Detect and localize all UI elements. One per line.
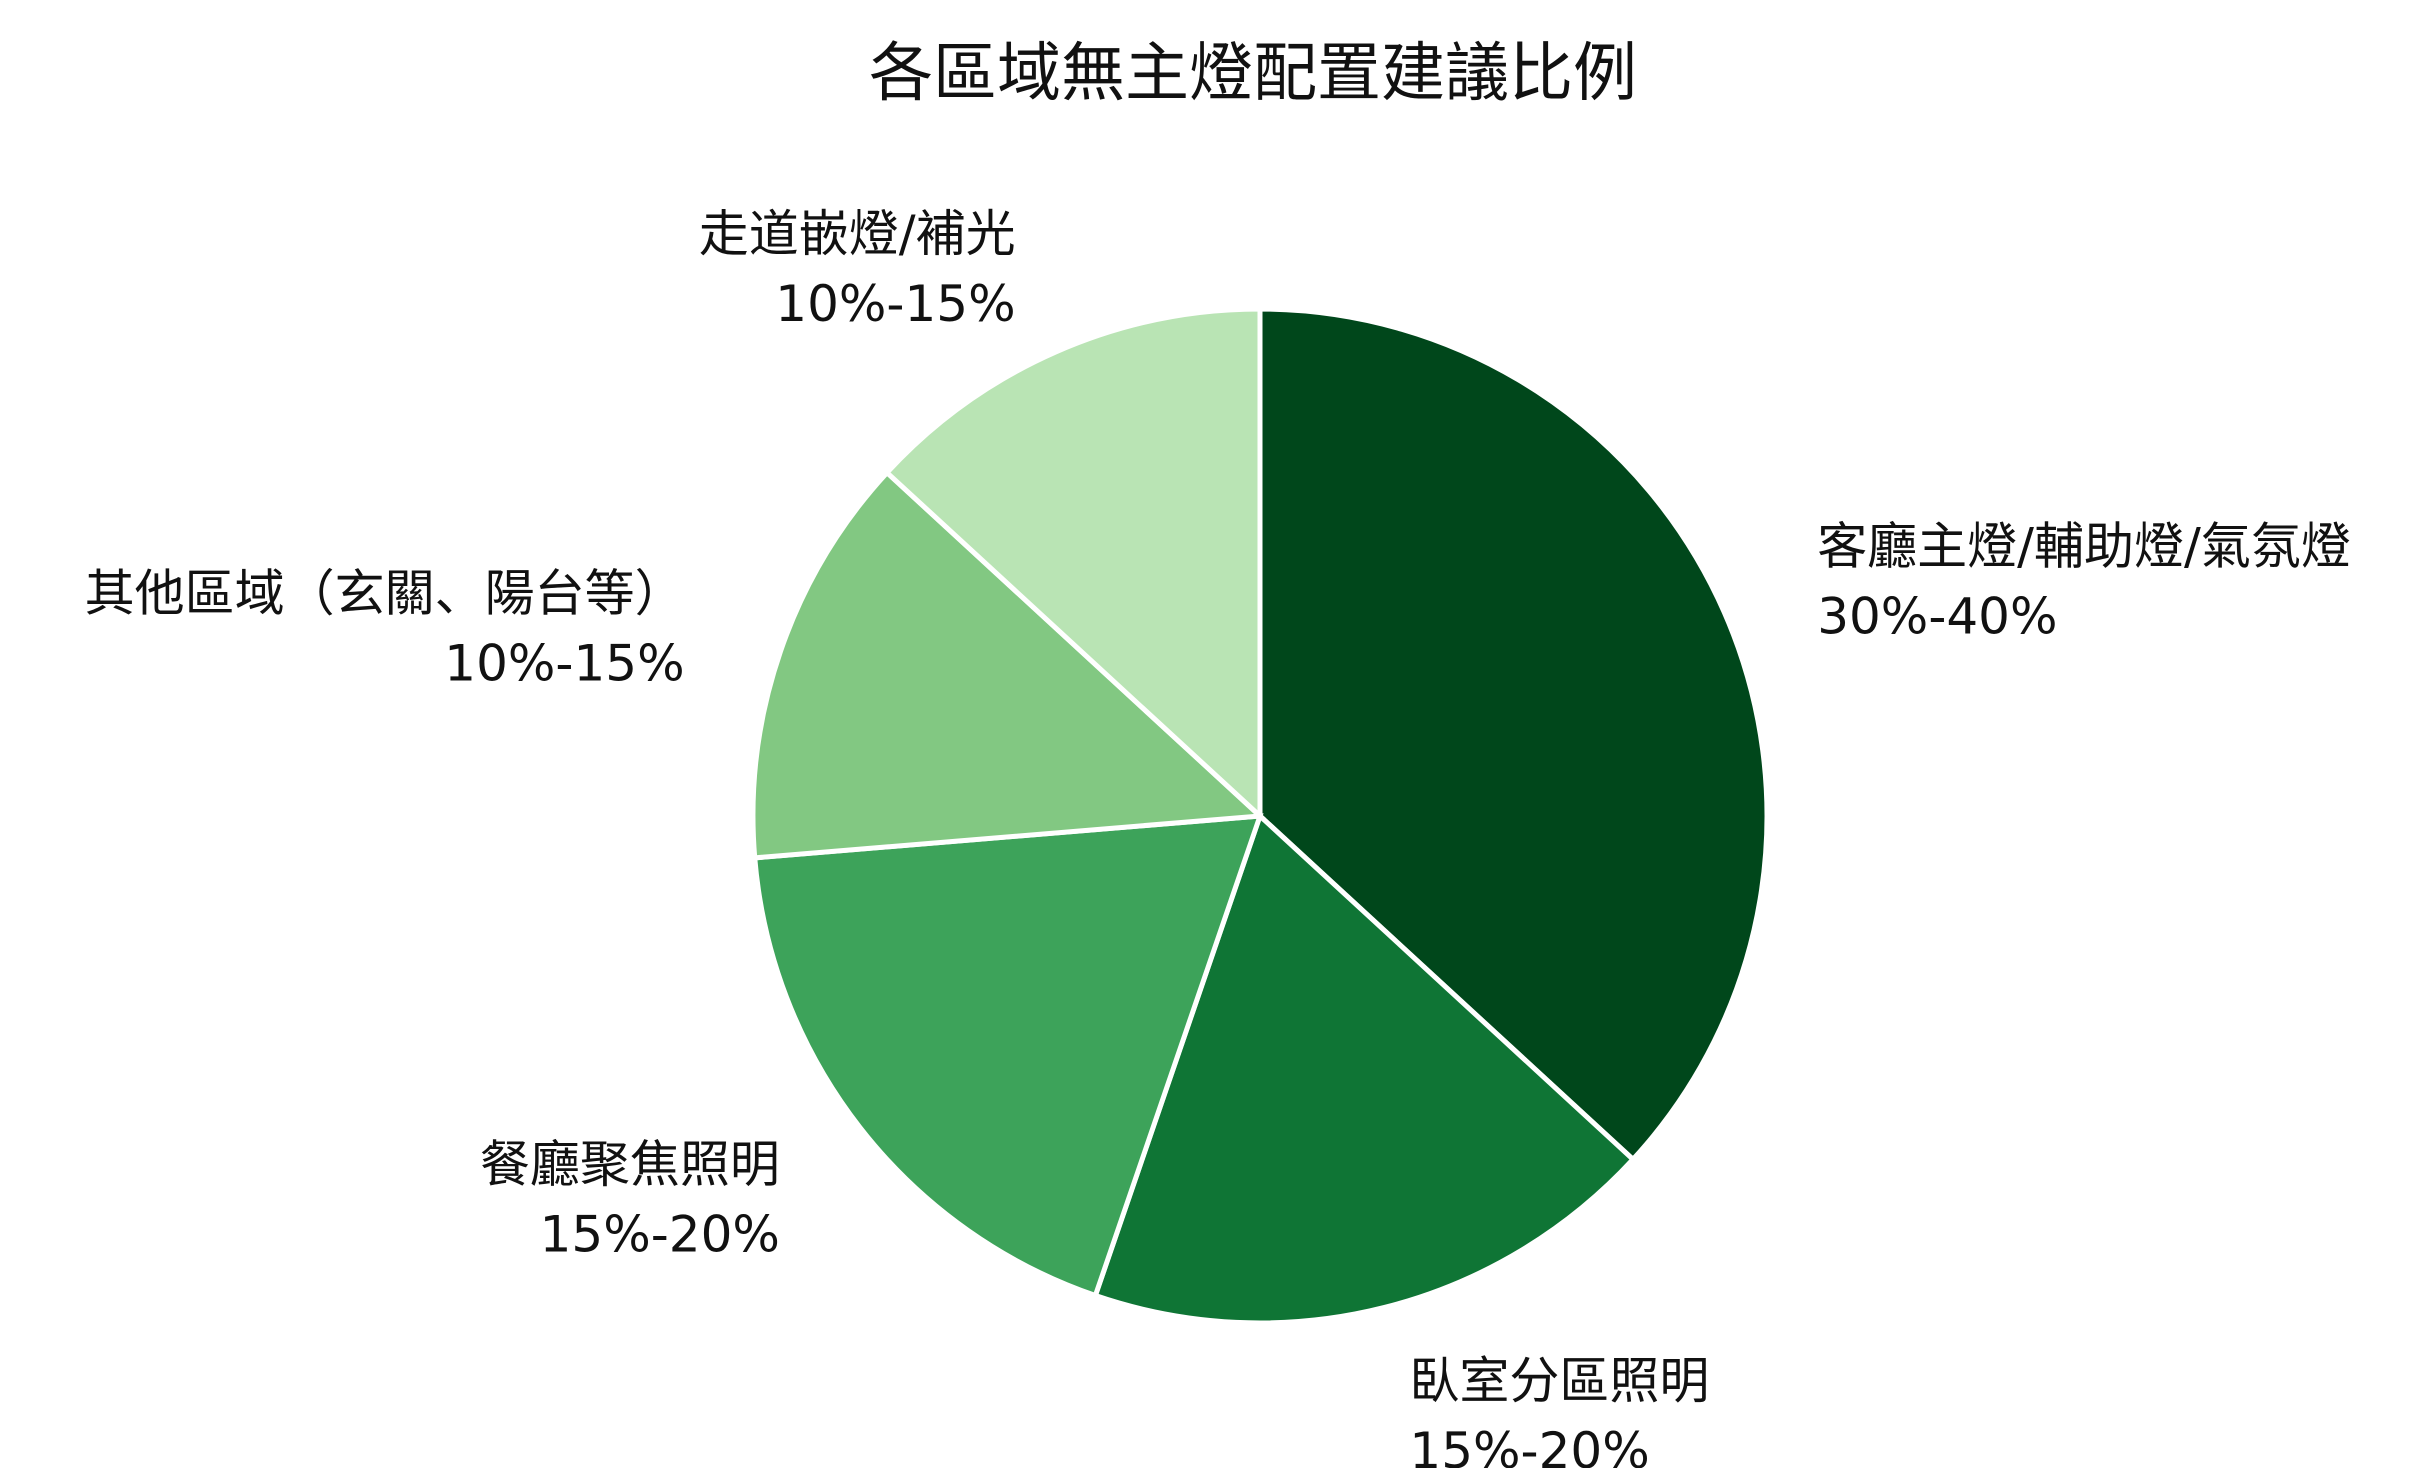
- pie-slice-3: [752, 813, 1264, 1299]
- slice-label-name-4: 其他區域（玄關、陽台等）: [85, 565, 685, 623]
- slice-label-name-2: 臥室分區照明: [1409, 1352, 1709, 1410]
- slice-label-range-4: 10%-15%: [444, 635, 684, 693]
- slice-label-name-3: 餐廳聚焦照明: [480, 1136, 780, 1194]
- pie-slice-4: [750, 469, 1266, 861]
- slice-label-range-2: 15%-20%: [1409, 1422, 1649, 1468]
- slice-label-name-1: 客廳主燈/輔助燈/氣氛燈: [1817, 518, 2351, 576]
- slice-label-name-5: 走道嵌燈/補光: [699, 205, 1016, 263]
- pie-slices: [750, 306, 1770, 1326]
- slice-label-range-1: 30%-40%: [1817, 588, 2057, 646]
- pie-slice-2: [1092, 811, 1637, 1326]
- pie-slice-1: [1257, 306, 1770, 1163]
- chart-title: 各區域無主燈配置建議比例: [869, 37, 1637, 111]
- slice-label-range-3: 15%-20%: [540, 1206, 780, 1264]
- slice-label-range-5: 10%-15%: [775, 275, 1015, 333]
- pie-slice-5: [883, 306, 1263, 822]
- slice-labels: 客廳主燈/輔助燈/氣氛燈 30%-40% 臥室分區照明 15%-20% 餐廳聚焦照明 15…: [85, 205, 2351, 1468]
